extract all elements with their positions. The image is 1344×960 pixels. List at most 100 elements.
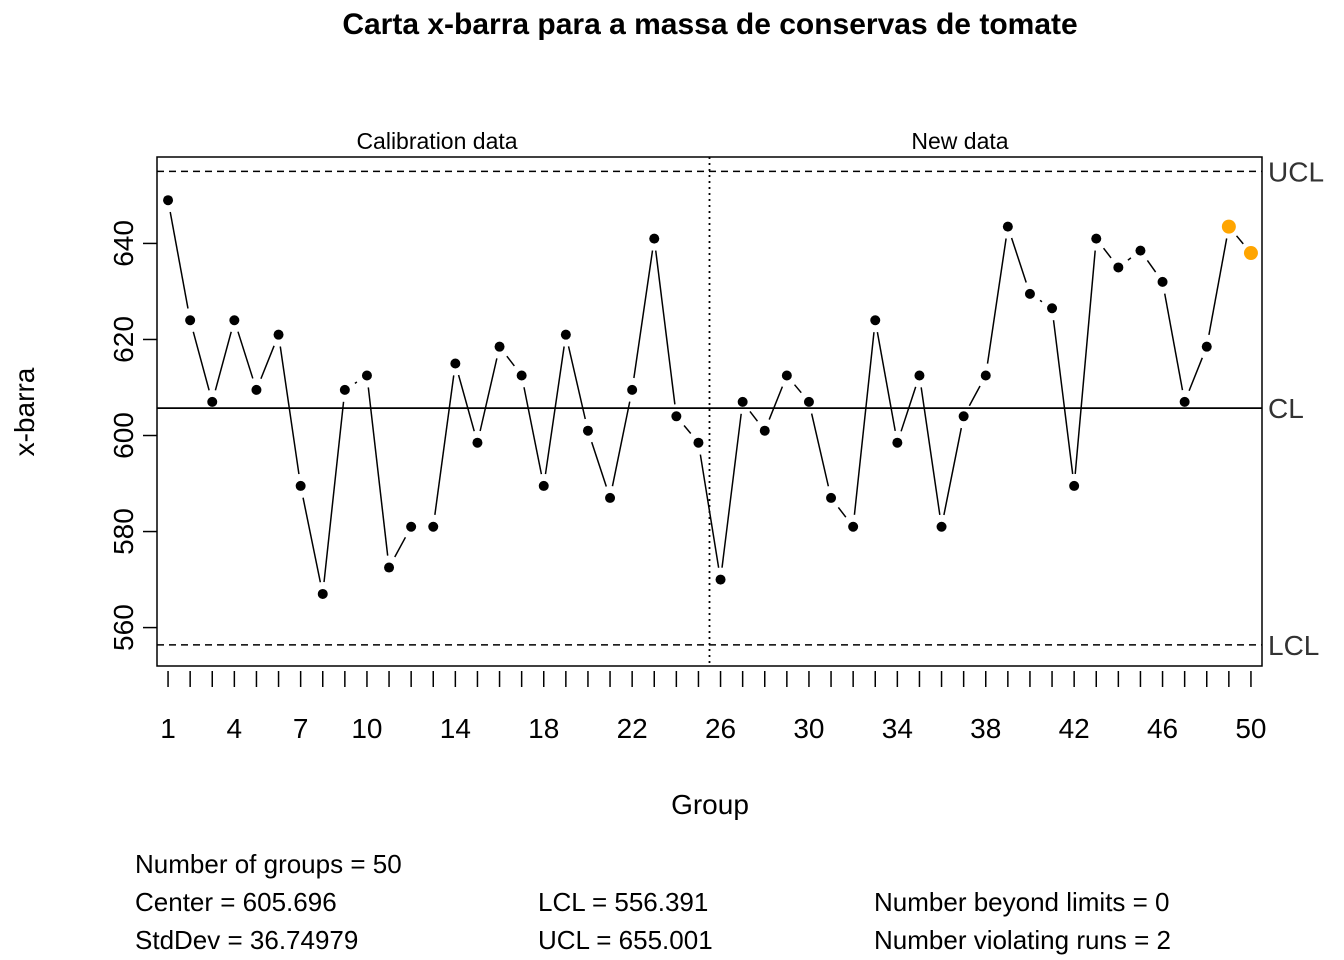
data-point xyxy=(163,195,174,206)
data-point xyxy=(1047,303,1058,314)
data-point xyxy=(715,574,726,585)
data-point xyxy=(1024,288,1035,299)
y-tick-label: 640 xyxy=(108,220,139,267)
data-point xyxy=(538,480,549,491)
x-tick-label: 18 xyxy=(528,713,559,744)
data-point xyxy=(361,370,372,381)
x-tick-label: 10 xyxy=(351,713,382,744)
series-segment xyxy=(943,427,963,516)
series-segment xyxy=(260,345,275,380)
section-label-new: New data xyxy=(911,128,1008,154)
stat-center: Center = 605.696 xyxy=(135,887,337,917)
x-tick-label: 7 xyxy=(293,713,309,744)
series-segment xyxy=(1235,235,1244,245)
data-point xyxy=(516,370,527,381)
data-point xyxy=(428,521,439,532)
data-point xyxy=(848,521,859,532)
x-tick-label: 1 xyxy=(160,713,176,744)
series-segment xyxy=(506,355,515,367)
series-segment xyxy=(768,386,784,420)
series-segment xyxy=(567,346,586,420)
stat-number-of-groups: Number of groups = 50 xyxy=(135,849,402,879)
data-point xyxy=(781,370,792,381)
x-tick-label: 34 xyxy=(882,713,913,744)
data-point xyxy=(892,437,903,448)
violating-point xyxy=(1243,246,1258,261)
series-segment xyxy=(876,331,896,432)
stat-violating-runs: Number violating runs = 2 xyxy=(874,925,1171,955)
stat-lcl: LCL = 556.391 xyxy=(538,887,709,917)
data-point xyxy=(671,411,682,422)
series-segment xyxy=(611,401,631,487)
data-point xyxy=(472,437,483,448)
data-point xyxy=(450,358,461,369)
series-segment xyxy=(853,332,875,515)
data-point xyxy=(627,384,638,395)
data-point xyxy=(1135,245,1146,256)
data-point xyxy=(494,341,505,352)
data-point xyxy=(914,370,925,381)
series-segment xyxy=(793,384,802,394)
series-segment xyxy=(367,387,389,556)
series-segment xyxy=(920,387,941,515)
x-tick-label: 42 xyxy=(1059,713,1090,744)
series-segment xyxy=(394,536,407,558)
data-point xyxy=(826,492,837,503)
data-point xyxy=(339,384,350,395)
x-tick-label: 30 xyxy=(793,713,824,744)
series-segment xyxy=(544,346,565,475)
series-segment xyxy=(900,386,917,432)
x-tick-label: 26 xyxy=(705,713,736,744)
series-segment xyxy=(721,413,742,568)
series-segment xyxy=(523,387,543,475)
x-axis-label: Group xyxy=(671,789,749,820)
series-segment xyxy=(192,331,210,391)
series-segment xyxy=(1163,293,1184,391)
series-segment xyxy=(1146,259,1157,273)
data-point xyxy=(317,588,328,599)
series-segment xyxy=(1102,247,1112,259)
series-segment xyxy=(1039,299,1043,303)
y-tick-label: 560 xyxy=(108,604,139,651)
series-segment xyxy=(654,250,676,405)
series-segment xyxy=(479,358,498,432)
x-tick-label: 50 xyxy=(1235,713,1266,744)
series-segment xyxy=(683,425,692,434)
data-point xyxy=(229,315,240,326)
series-segment xyxy=(237,331,254,379)
series-segment xyxy=(1010,237,1027,283)
series-segment xyxy=(837,506,847,518)
x-tick-label: 4 xyxy=(227,713,243,744)
stat-ucl: UCL = 655.001 xyxy=(538,925,713,955)
lcl-label: LCL xyxy=(1268,630,1319,661)
data-point xyxy=(1157,276,1168,287)
data-point xyxy=(693,437,704,448)
data-point xyxy=(936,521,947,532)
data-point xyxy=(649,233,660,244)
series-segment xyxy=(749,410,759,422)
series-segment xyxy=(214,331,232,391)
stat-beyond-limits: Number beyond limits = 0 xyxy=(874,887,1170,917)
data-point xyxy=(406,521,417,532)
series-segment xyxy=(1074,250,1096,475)
series-segment xyxy=(323,401,345,583)
y-tick-label: 600 xyxy=(108,412,139,459)
series-segment xyxy=(699,454,720,568)
x-tick-label: 46 xyxy=(1147,713,1178,744)
data-point xyxy=(207,396,218,407)
data-point xyxy=(251,384,262,395)
data-point xyxy=(295,480,306,491)
series-segment xyxy=(1052,320,1074,475)
ucl-label: UCL xyxy=(1268,156,1324,187)
series-segment xyxy=(169,211,189,309)
series-segment xyxy=(434,375,455,515)
data-point xyxy=(560,329,571,340)
data-point xyxy=(803,396,814,407)
data-point xyxy=(1091,233,1102,244)
data-point xyxy=(185,315,196,326)
series-segment xyxy=(354,381,358,384)
data-point xyxy=(384,562,395,573)
series-segment xyxy=(810,413,830,487)
x-tick-label: 38 xyxy=(970,713,1001,744)
